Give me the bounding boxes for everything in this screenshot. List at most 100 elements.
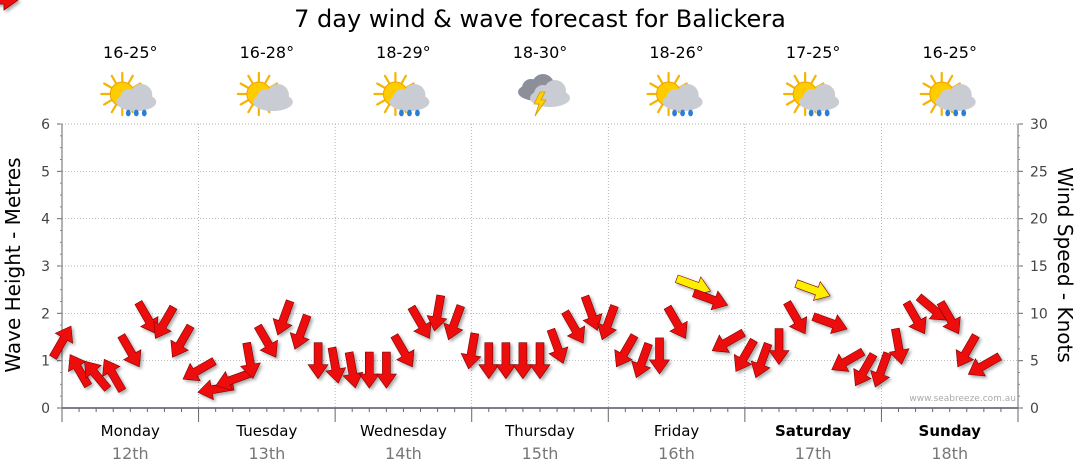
day-date: 17th <box>795 444 832 463</box>
day-date: 18th <box>931 444 968 463</box>
wind-arrow <box>375 351 397 389</box>
cloud-shape <box>662 84 703 111</box>
cloud-shape <box>799 84 840 111</box>
left-tick-label: 1 <box>41 354 50 370</box>
sun-ray <box>247 74 254 84</box>
temperature-range: 16-25° <box>103 43 158 62</box>
wind-arrow <box>460 332 482 370</box>
left-tick-label: 4 <box>41 212 50 228</box>
right-tick-label: 20 <box>1030 212 1048 228</box>
temperature-range: 16-25° <box>922 43 977 62</box>
wind-arrow <box>936 300 961 335</box>
sun-ray <box>127 74 134 84</box>
temperature-range: 16-28° <box>240 43 295 62</box>
wind-arrow <box>84 360 112 392</box>
wind-arrow <box>390 333 415 368</box>
wind-arrow <box>561 309 586 344</box>
sun-ray <box>376 82 386 89</box>
chart-title: 7 day wind & wave forecast for Balickera <box>294 5 786 33</box>
wind-arrow <box>102 358 127 393</box>
grid-lines <box>62 123 1018 408</box>
wind-arrow <box>49 325 74 360</box>
sun-ray <box>110 74 117 84</box>
left-tick-label: 0 <box>41 401 50 417</box>
wind-arrow <box>902 300 927 335</box>
sun-ray <box>102 99 113 106</box>
wind-arrow <box>597 304 619 341</box>
wind-arrows <box>0 0 1002 401</box>
wind-arrow <box>289 313 312 350</box>
sun-cloud-showers-icon <box>919 71 976 117</box>
wind-arrow <box>443 304 465 341</box>
wind-arrow <box>831 347 866 372</box>
sun-ray <box>922 82 932 89</box>
wind-arrow <box>783 300 808 335</box>
wind-arrow <box>134 300 159 335</box>
day-name: Thursday <box>504 422 575 440</box>
wind-arrow <box>648 337 671 375</box>
cloud-part <box>544 80 566 102</box>
wind-arrow <box>358 351 380 389</box>
sun-ray <box>922 99 932 106</box>
temperature-range: 18-26° <box>649 43 704 62</box>
wind-arrow <box>750 342 773 379</box>
wind-arrow <box>614 333 639 368</box>
day-date: 13th <box>248 444 285 463</box>
sun-ray <box>110 104 117 114</box>
day-name: Friday <box>654 422 700 440</box>
day-name: Sunday <box>919 422 982 440</box>
sun-ray <box>383 104 391 114</box>
wind-arrow <box>663 304 688 339</box>
wind-arrow <box>512 342 534 380</box>
cloud-shape <box>389 84 430 111</box>
day-date: 16th <box>658 444 695 463</box>
sun-ray <box>649 82 659 89</box>
wind-arrow <box>888 327 910 365</box>
wind-arrow <box>711 328 746 353</box>
wind-arrow <box>117 333 142 368</box>
sun-ray <box>264 74 271 84</box>
sun-cloud-showers-icon <box>783 71 840 117</box>
temperature-range: 18-29° <box>376 43 431 62</box>
sun-ray <box>649 99 659 106</box>
sun-ray <box>947 74 954 84</box>
lightning-bolt <box>533 91 547 117</box>
day-labels: Monday 12th Tuesday 13th Wednesday 14th Thursd… <box>101 422 981 463</box>
day-name: Saturday <box>775 422 852 440</box>
wind-arrow <box>153 304 178 339</box>
day-date: 14th <box>385 444 422 463</box>
temperature-range: 17-25° <box>786 43 841 62</box>
sun-ray <box>102 82 113 89</box>
wind-arrow <box>692 288 729 311</box>
sun-ray <box>810 74 817 84</box>
sun-ray <box>656 104 664 114</box>
right-tick-label: 5 <box>1030 354 1039 370</box>
wind-arrow <box>580 294 603 331</box>
cloud-part <box>676 84 699 106</box>
wind-arrow <box>407 304 432 339</box>
day-name: Monday <box>101 422 160 440</box>
rain-drop <box>407 109 412 117</box>
left-tick-label: 2 <box>41 306 50 322</box>
rain-drop <box>672 109 677 117</box>
wind-arrow <box>811 312 848 335</box>
cloud-shape <box>935 84 976 111</box>
wind-arrow <box>631 342 653 379</box>
wind-arrow <box>768 328 790 366</box>
sun-ray <box>239 82 249 89</box>
right-tick-label: 15 <box>1030 259 1048 275</box>
wind-arrow <box>870 351 892 388</box>
wind-arrow <box>733 337 758 372</box>
wind-arrow <box>215 369 252 391</box>
cloud-part <box>403 84 426 106</box>
wind-arrow <box>240 341 261 379</box>
wind-arrow <box>529 342 551 380</box>
rain-drop <box>133 109 139 117</box>
wind-arrow <box>967 352 1002 377</box>
rain-drop <box>680 109 685 117</box>
wind-arrow <box>272 299 295 336</box>
wind-arrow <box>478 342 500 380</box>
right-tick-label: 10 <box>1030 306 1048 322</box>
cloud-shape <box>252 84 293 111</box>
wind-arrow <box>254 323 278 358</box>
